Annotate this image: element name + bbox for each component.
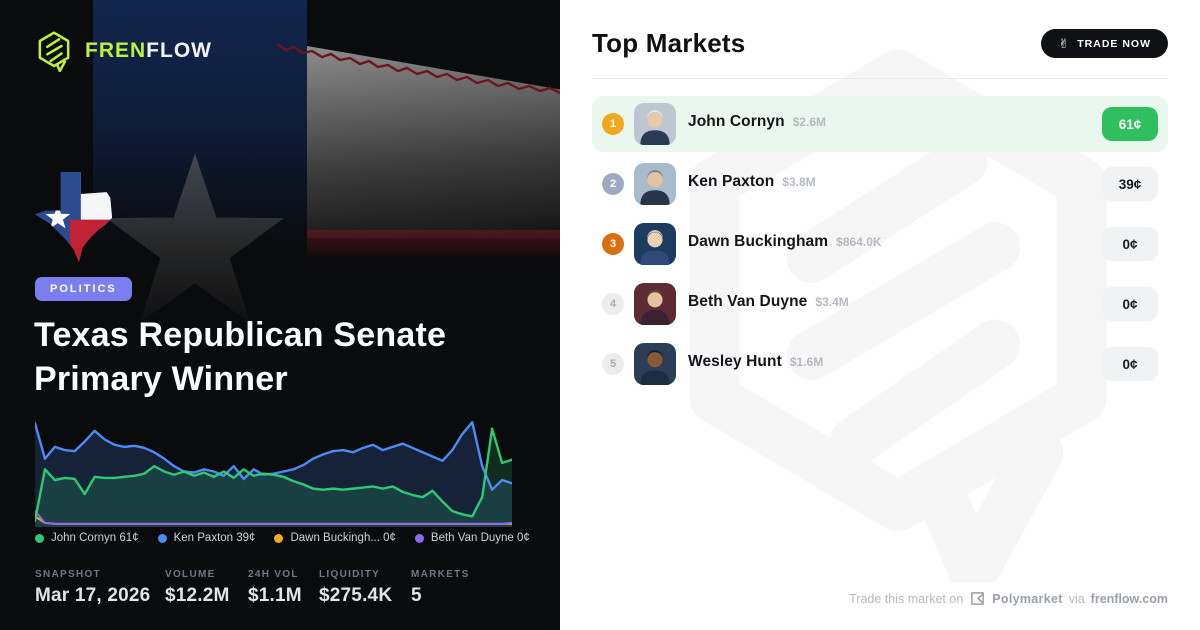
price-history-chart bbox=[33, 414, 514, 527]
legend-dot-icon bbox=[414, 533, 424, 543]
footer-via: via bbox=[1068, 591, 1085, 606]
market-stats: SNAPSHOT Mar 17, 2026 VOLUME $12.2M 24H … bbox=[35, 569, 470, 607]
legend-label: John Cornyn 61¢ bbox=[51, 532, 139, 544]
legend-label: Ken Paxton 39¢ bbox=[173, 532, 256, 544]
price-badge[interactable]: 0¢ bbox=[1102, 227, 1158, 261]
legend-item: Beth Van Duyne 0¢ bbox=[414, 532, 530, 544]
header-divider bbox=[592, 78, 1168, 79]
footer-prefix: Trade this market on bbox=[849, 591, 964, 606]
market-row-john-cornyn[interactable]: 1 John Cornyn $2.6M 61¢ bbox=[592, 96, 1168, 152]
texas-flag-red-stripe-decor bbox=[307, 230, 560, 258]
legend-label: Beth Van Duyne 0¢ bbox=[430, 532, 530, 544]
category-badge: POLITICS bbox=[35, 277, 132, 301]
stat-volume: VOLUME $12.2M bbox=[165, 569, 248, 607]
candidate-volume: $2.6M bbox=[792, 114, 827, 129]
rank-badge: 4 bbox=[602, 293, 624, 315]
brand-fren: FREN bbox=[85, 39, 147, 62]
candidate-avatar bbox=[634, 103, 676, 145]
brand-flow: FLOW bbox=[146, 39, 212, 62]
price-badge[interactable]: 0¢ bbox=[1102, 287, 1158, 321]
top-markets-panel: Top Markets ✌ TRADE NOW 1 John Cornyn $2… bbox=[560, 0, 1200, 630]
stat-24h-vol: 24H VOL $1.1M bbox=[248, 569, 319, 607]
crossed-fingers-icon: ✌ bbox=[1058, 36, 1071, 51]
legend-item: Dawn Buckingh... 0¢ bbox=[274, 532, 396, 544]
legend-item: Ken Paxton 39¢ bbox=[157, 532, 256, 544]
legend-dot-icon bbox=[274, 533, 284, 543]
polymarket-icon bbox=[970, 591, 985, 606]
trade-now-button[interactable]: ✌ TRADE NOW bbox=[1041, 29, 1168, 58]
market-title-line2: Primary Winner bbox=[34, 359, 288, 398]
candidate-avatar bbox=[634, 343, 676, 385]
legend-dot-icon bbox=[157, 533, 167, 543]
stat-markets: MARKETS 5 bbox=[411, 569, 470, 607]
attribution-footer: Trade this market on Polymarket via fren… bbox=[849, 591, 1168, 606]
rank-badge: 1 bbox=[602, 113, 624, 135]
stat-value: $1.1M bbox=[248, 585, 302, 606]
rank-badge: 3 bbox=[602, 233, 624, 255]
market-row-beth-van-duyne[interactable]: 4 Beth Van Duyne $3.4M 0¢ bbox=[592, 276, 1168, 332]
candidate-name: John Cornyn bbox=[688, 112, 785, 130]
candidate-name: Dawn Buckingham bbox=[688, 232, 829, 250]
candidate-avatar bbox=[634, 163, 676, 205]
frenflow-link[interactable]: frenflow.com bbox=[1090, 591, 1168, 606]
candidate-volume: $864.0K bbox=[836, 234, 882, 249]
candidate-name: Ken Paxton bbox=[688, 172, 775, 190]
stat-label: 24H VOL bbox=[248, 569, 299, 580]
stat-value: $275.4K bbox=[319, 585, 393, 606]
candidate-info: John Cornyn $2.6M bbox=[688, 111, 1088, 138]
market-card-panel: FRENFLOW POLITICS Texas Republican Senat… bbox=[0, 0, 560, 630]
market-title: Texas Republican Senate Primary Winner bbox=[34, 314, 544, 402]
candidate-volume: $3.4M bbox=[815, 294, 849, 309]
stat-value: Mar 17, 2026 bbox=[35, 585, 151, 606]
candidate-name: Beth Van Duyne bbox=[688, 292, 808, 310]
market-row-dawn-buckingham[interactable]: 3 Dawn Buckingham $864.0K 0¢ bbox=[592, 216, 1168, 272]
top-markets-header: Top Markets ✌ TRADE NOW bbox=[592, 28, 1168, 59]
stat-value: $12.2M bbox=[165, 585, 230, 606]
stat-value: 5 bbox=[411, 585, 422, 606]
candidate-info: Dawn Buckingham $864.0K bbox=[688, 231, 1088, 258]
candidate-info: Wesley Hunt $1.6M bbox=[688, 351, 1088, 378]
chart-legend: John Cornyn 61¢ Ken Paxton 39¢ Dawn Buck… bbox=[35, 532, 530, 544]
price-badge[interactable]: 0¢ bbox=[1102, 347, 1158, 381]
rank-badge: 2 bbox=[602, 173, 624, 195]
stat-snapshot: SNAPSHOT Mar 17, 2026 bbox=[35, 569, 165, 607]
candidate-info: Ken Paxton $3.8M bbox=[688, 171, 1088, 198]
frenflow-watermark bbox=[689, 49, 1107, 582]
top-markets-title: Top Markets bbox=[592, 28, 746, 58]
rank-badge: 5 bbox=[602, 353, 624, 375]
market-row-ken-paxton[interactable]: 2 Ken Paxton $3.8M 39¢ bbox=[592, 156, 1168, 212]
candidate-avatar bbox=[634, 223, 676, 265]
declining-sparkline-decor bbox=[276, 43, 560, 95]
candidate-name: Wesley Hunt bbox=[688, 352, 782, 370]
legend-item: John Cornyn 61¢ bbox=[35, 532, 139, 544]
legend-dot-icon bbox=[35, 533, 44, 543]
legend-label: Dawn Buckingh... 0¢ bbox=[290, 532, 396, 544]
texas-state-flag-icon bbox=[34, 171, 113, 263]
stat-label: VOLUME bbox=[165, 569, 216, 580]
market-outcomes-list: 1 John Cornyn $2.6M 61¢ 2 Ken Paxton bbox=[592, 96, 1168, 396]
star-watermark bbox=[106, 153, 284, 323]
candidate-volume: $1.6M bbox=[789, 354, 824, 369]
trade-now-label: TRADE NOW bbox=[1077, 37, 1151, 50]
market-title-line1: Texas Republican Senate bbox=[34, 316, 447, 354]
price-badge[interactable]: 61¢ bbox=[1102, 107, 1158, 141]
candidate-info: Beth Van Duyne $3.4M bbox=[688, 291, 1088, 318]
market-row-wesley-hunt[interactable]: 5 Wesley Hunt $1.6M 0¢ bbox=[592, 336, 1168, 392]
frenflow-hexagon-icon bbox=[38, 31, 70, 72]
stat-label: MARKETS bbox=[411, 569, 470, 580]
brand-wordmark: FRENFLOW bbox=[85, 39, 212, 63]
stat-liquidity: LIQUIDITY $275.4K bbox=[319, 569, 411, 607]
candidate-volume: $3.8M bbox=[782, 174, 816, 189]
candidate-avatar bbox=[634, 283, 676, 325]
price-badge[interactable]: 39¢ bbox=[1102, 167, 1158, 201]
stat-label: LIQUIDITY bbox=[319, 569, 381, 580]
polymarket-link[interactable]: Polymarket bbox=[992, 591, 1063, 606]
stat-label: SNAPSHOT bbox=[35, 569, 101, 580]
frenflow-logo: FRENFLOW bbox=[34, 30, 212, 72]
